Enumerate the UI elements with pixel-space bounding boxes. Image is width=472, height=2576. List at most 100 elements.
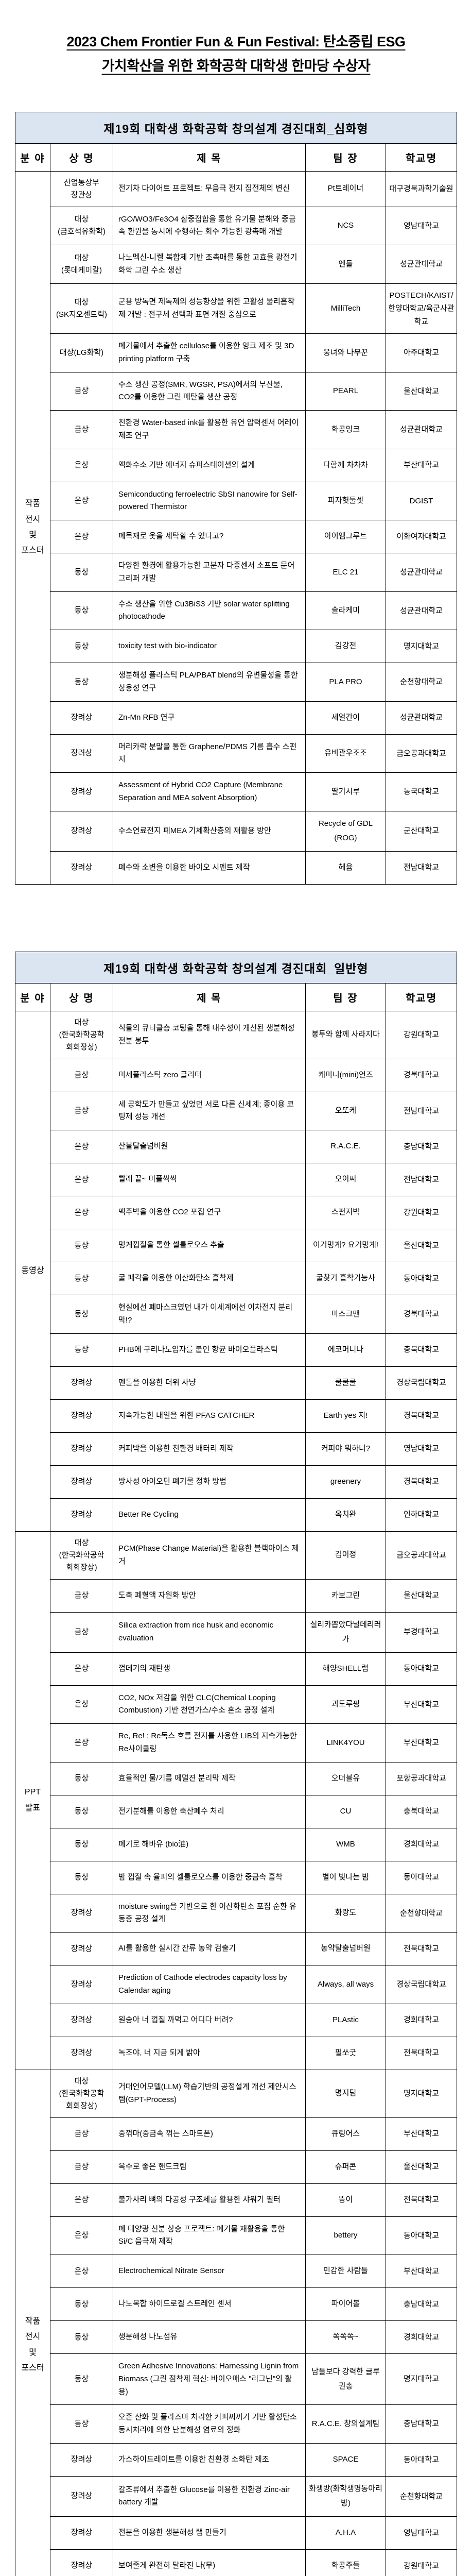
school-cell: 경희대학교 [386, 2004, 457, 2037]
award-cell: 산업통상부 장관상 [50, 171, 113, 207]
team-cell: 아이엠그루트 [305, 520, 386, 553]
school-cell: 순천향대학교 [386, 663, 457, 702]
team-cell: greenery [305, 1465, 386, 1498]
team-cell: 실리카뽑았다널데리러가 [305, 1612, 386, 1652]
award-cell: 동상 [50, 2354, 113, 2405]
award-cell: 장려상 [50, 1432, 113, 1465]
team-cell: 피자헛둘셋 [305, 482, 386, 520]
award-cell: 장려상 [50, 2516, 113, 2549]
school-cell: 전북대학교 [386, 2037, 457, 2070]
project-title-cell: 머리카락 분말을 통한 Graphene/PDMS 기름 흡수 스펀지 [113, 734, 305, 773]
team-cell: 오또케 [305, 1092, 386, 1130]
team-cell: 딸기시루 [305, 773, 386, 811]
school-cell: 울산대학교 [386, 1229, 457, 1262]
award-cell: 은상 [50, 2255, 113, 2288]
school-cell: 금오공과대학교 [386, 1531, 457, 1579]
project-title-cell: 세 공학도가 만들고 싶었던 서로 다른 신세계; 종이용 코팅제 성능 개선 [113, 1092, 305, 1130]
team-cell: 스펀지박 [305, 1196, 386, 1229]
award-cell: 대상 (한국화학공학 회회장상) [50, 1531, 113, 1579]
project-title-cell: Semiconducting ferroelectric SbSI nanowi… [113, 482, 305, 520]
team-cell: 에코머니나 [305, 1333, 386, 1366]
project-title-cell: 미세플라스틱 zero 글리터 [113, 1059, 305, 1092]
school-cell: 성균관대학교 [386, 591, 457, 630]
award-cell: 동상 [50, 2288, 113, 2321]
project-title-cell: 껍데기의 재탄생 [113, 1652, 305, 1685]
school-cell: 부경대학교 [386, 1612, 457, 1652]
column-header-0: 분 야 [15, 983, 50, 1011]
award-cell: 장려상 [50, 811, 113, 851]
team-cell: 농약탈출넘버원 [305, 1933, 386, 1965]
award-cell: 장려상 [50, 1965, 113, 2004]
team-cell: 다함께 차차차 [305, 449, 386, 482]
project-title-cell: 불가사리 뼈의 다공성 구조체를 활용한 샤워기 필터 [113, 2183, 305, 2216]
table-title: 제19회 대학생 화학공학 창의설계 경진대회_일반형 [15, 952, 457, 983]
school-cell: 동아대학교 [386, 1861, 457, 1894]
project-title-cell: AI를 활용한 실시간 잔류 농약 검출기 [113, 1933, 305, 1965]
team-cell: LINK4YOU [305, 1724, 386, 1762]
school-cell: 영남대학교 [386, 2516, 457, 2549]
team-cell: 민감한 사람들 [305, 2255, 386, 2288]
award-cell: 장려상 [50, 2476, 113, 2516]
team-cell: 마스크맨 [305, 1295, 386, 1334]
award-cell: 은상 [50, 2183, 113, 2216]
project-title-cell: 가스하이드레이트를 이용한 친환경 소화탄 제조 [113, 2443, 305, 2476]
award-cell: 동상 [50, 2321, 113, 2354]
page-title: 2023 Chem Frontier Fun & Fun Festival: 탄… [14, 30, 458, 79]
project-title-cell: Electrochemical Nitrate Sensor [113, 2255, 305, 2288]
school-cell: 포항공과대학교 [386, 1762, 457, 1795]
school-cell: 성균관대학교 [386, 411, 457, 449]
team-cell: A.H.A [305, 2516, 386, 2549]
column-header-3: 팀 장 [305, 143, 386, 171]
school-cell: 영남대학교 [386, 1432, 457, 1465]
school-cell: 동아대학교 [386, 2216, 457, 2255]
award-cell: 은상 [50, 449, 113, 482]
award-cell: 금상 [50, 1092, 113, 1130]
school-cell: 강원대학교 [386, 2549, 457, 2576]
team-cell: 필쏘굿 [305, 2037, 386, 2070]
award-cell: 금상 [50, 411, 113, 449]
team-cell: 카보그린 [305, 1579, 386, 1612]
school-cell: 충남대학교 [386, 2405, 457, 2444]
school-cell: 명지대학교 [386, 630, 457, 663]
project-title-cell: 멍게껍질을 통한 셀룰로오스 추출 [113, 1229, 305, 1262]
project-title-cell: Silica extraction from rice husk and eco… [113, 1612, 305, 1652]
project-title-cell: 맥주박을 이용한 CO2 포집 연구 [113, 1196, 305, 1229]
school-cell: 성균관대학교 [386, 245, 457, 284]
page-title-line1: 2023 Chem Frontier Fun & Fun Festival: 탄… [67, 34, 406, 49]
table-title: 제19회 대학생 화학공학 창의설계 경진대회_심화형 [15, 112, 457, 143]
project-title-cell: 녹조야, 너 지금 되게 밝아 [113, 2037, 305, 2070]
team-cell: 케미니(mini)언즈 [305, 1059, 386, 1092]
project-title-cell: 수소 생산 공정(SMR, WGSR, PSA)에서의 부산물, CO2를 이용… [113, 372, 305, 411]
team-cell: 화생방(화학생명동아리방) [305, 2476, 386, 2516]
award-cell: 금상 [50, 372, 113, 411]
school-cell: 전북대학교 [386, 1933, 457, 1965]
school-cell: 울산대학교 [386, 2150, 457, 2183]
award-cell: 금상 [50, 1612, 113, 1652]
column-header-1: 상 명 [50, 983, 113, 1011]
project-title-cell: 산불탈출넘버원 [113, 1130, 305, 1163]
award-cell: 동상 [50, 1762, 113, 1795]
project-title-cell: 밤 껍질 속 율피의 셀룰로오스를 이용한 중금속 흡착 [113, 1861, 305, 1894]
team-cell: 파이어볼 [305, 2288, 386, 2321]
school-cell: 영남대학교 [386, 207, 457, 245]
school-cell: 부산대학교 [386, 2117, 457, 2150]
project-title-cell: 옥수로 좋은 핸드크림 [113, 2150, 305, 2183]
